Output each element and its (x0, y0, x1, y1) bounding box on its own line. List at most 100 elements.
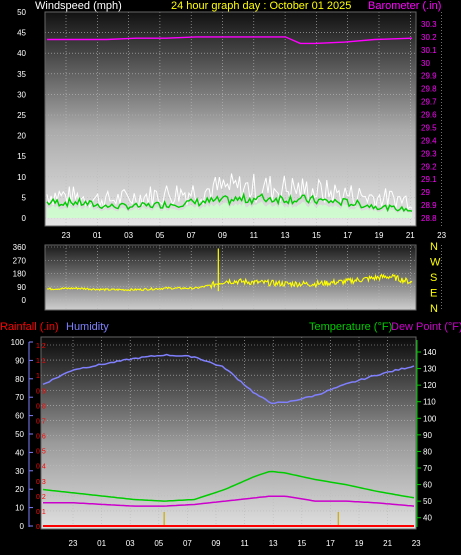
time-tick: 23 (412, 539, 421, 548)
time-tick: 05 (155, 231, 164, 240)
time-tick: 19 (355, 539, 364, 548)
humidity-tick: 40 (15, 448, 24, 457)
panel2-grid (45, 245, 442, 310)
temperature-axis: 40 50 60 70 80 90 100 110 120 130 140 (416, 340, 437, 527)
panel3-time-axis: 23 01 03 05 07 09 11 13 15 17 19 21 23 (69, 539, 422, 548)
chart-title: 24 hour graph day : October 01 2025 (171, 0, 351, 12)
barometer-axis: 28.8 28.9 29 29.1 29.2 29.3 29.4 29.5 29.6 29.7 29… (421, 20, 437, 223)
time-tick: 11 (240, 539, 249, 548)
time-tick: 01 (97, 539, 106, 548)
humidity-tick: 10 (15, 504, 24, 513)
time-tick: 03 (126, 539, 135, 548)
barometer-tick: 29.6 (421, 111, 437, 120)
time-tick: 01 (93, 231, 102, 240)
compass-label: S (430, 272, 437, 284)
barometer-label: Barometer (.in) (368, 0, 441, 12)
panel3-background (41, 337, 416, 529)
rainfall-label: Rainfall (.in) (0, 321, 59, 333)
windspeed-axis: 0 5 10 15 20 25 30 35 40 45 50 (17, 8, 26, 223)
windspeed-tick: 40 (17, 49, 26, 58)
direction-tick: 270 (13, 256, 27, 265)
windspeed-tick: 0 (22, 214, 27, 223)
windspeed-tick: 20 (17, 132, 26, 141)
time-tick: 23 (69, 539, 78, 548)
rainfall-tick: 0 (36, 524, 40, 531)
temperature-humidity-panel: 00.10.20.30.40.50.60.70.80.911.11.2 0102… (11, 336, 437, 548)
barometer-tick: 29.3 (421, 149, 437, 158)
barometer-tick: 29 (421, 188, 430, 197)
barometer-tick: 30 (421, 59, 430, 68)
time-tick: 21 (383, 539, 392, 548)
time-tick: 15 (297, 539, 306, 548)
direction-tick: 360 (13, 243, 27, 252)
time-tick: 23 (62, 231, 71, 240)
time-tick: 23 (437, 231, 446, 240)
time-tick: 17 (326, 539, 335, 548)
barometer-tick: 29.7 (421, 98, 437, 107)
temperature-tick: 70 (423, 464, 432, 473)
barometer-tick: 29.1 (421, 175, 437, 184)
windspeed-tick: 30 (17, 90, 26, 99)
barometer-tick: 28.9 (421, 201, 437, 210)
humidity-axis: 0 10 20 30 40 50 60 70 80 90 100 (11, 338, 33, 531)
windspeed-label: Windspeed (mph) (35, 0, 122, 12)
time-tick: 21 (406, 231, 415, 240)
windspeed-tick: 10 (17, 173, 26, 182)
humidity-tick: 80 (15, 375, 24, 384)
barometer-tick: 28.8 (421, 214, 437, 223)
direction-tick: 90 (17, 283, 26, 292)
humidity-tick: 30 (15, 467, 24, 476)
wind-fill-area (47, 201, 412, 218)
barometer-tick: 30.1 (421, 46, 437, 55)
dewpoint-line (43, 495, 415, 507)
temperature-tick: 130 (423, 365, 437, 374)
compass-label: N (430, 241, 438, 253)
humidity-tick: 60 (15, 412, 24, 421)
windspeed-tick: 15 (17, 152, 26, 161)
temperature-tick: 60 (423, 481, 432, 490)
temperature-tick: 140 (423, 348, 437, 357)
barometer-line (47, 36, 413, 45)
temperature-tick: 50 (423, 497, 432, 506)
time-tick: 03 (124, 231, 133, 240)
panel2-frame (44, 244, 417, 311)
temperature-tick: 110 (423, 398, 436, 407)
humidity-line (42, 353, 415, 405)
barometer-tick: 29.2 (421, 162, 437, 171)
temperature-tick: 100 (423, 414, 437, 423)
time-tick: 07 (183, 539, 192, 548)
time-tick: 13 (269, 539, 278, 548)
rain-event-ticks (163, 512, 339, 525)
time-tick: 17 (343, 231, 352, 240)
temperature-tick: 80 (423, 447, 432, 456)
time-tick: 05 (154, 539, 163, 548)
panel2-background (45, 245, 416, 310)
temperature-tick: 90 (423, 431, 432, 440)
wind-series (46, 173, 413, 218)
panel1-background (45, 12, 416, 226)
windspeed-tick: 5 (22, 193, 27, 202)
direction-tick: 180 (13, 270, 27, 279)
panel1-frame (44, 11, 417, 227)
direction-axis: 0 90 180 270 360 (13, 243, 27, 305)
barometer-tick: 29.8 (421, 85, 437, 94)
barometer-tick: 30.3 (421, 20, 437, 29)
windspeed-tick: 35 (17, 70, 26, 79)
compass-label: W (430, 257, 441, 269)
windspeed-tick: 25 (17, 111, 26, 120)
time-tick: 09 (218, 231, 227, 240)
windspeed-tick: 45 (17, 29, 26, 38)
compass-label: E (430, 288, 437, 300)
humidity-tick: 0 (20, 522, 25, 531)
humidity-tick: 20 (15, 485, 24, 494)
windspeed-tick: 50 (17, 8, 26, 17)
temperature-tick: 40 (423, 514, 432, 523)
wind-gust-line (46, 173, 413, 210)
time-tick: 11 (250, 231, 259, 240)
wind-direction-line (46, 273, 413, 292)
humidity-tick: 90 (15, 356, 24, 365)
humidity-tick: 50 (15, 430, 24, 439)
